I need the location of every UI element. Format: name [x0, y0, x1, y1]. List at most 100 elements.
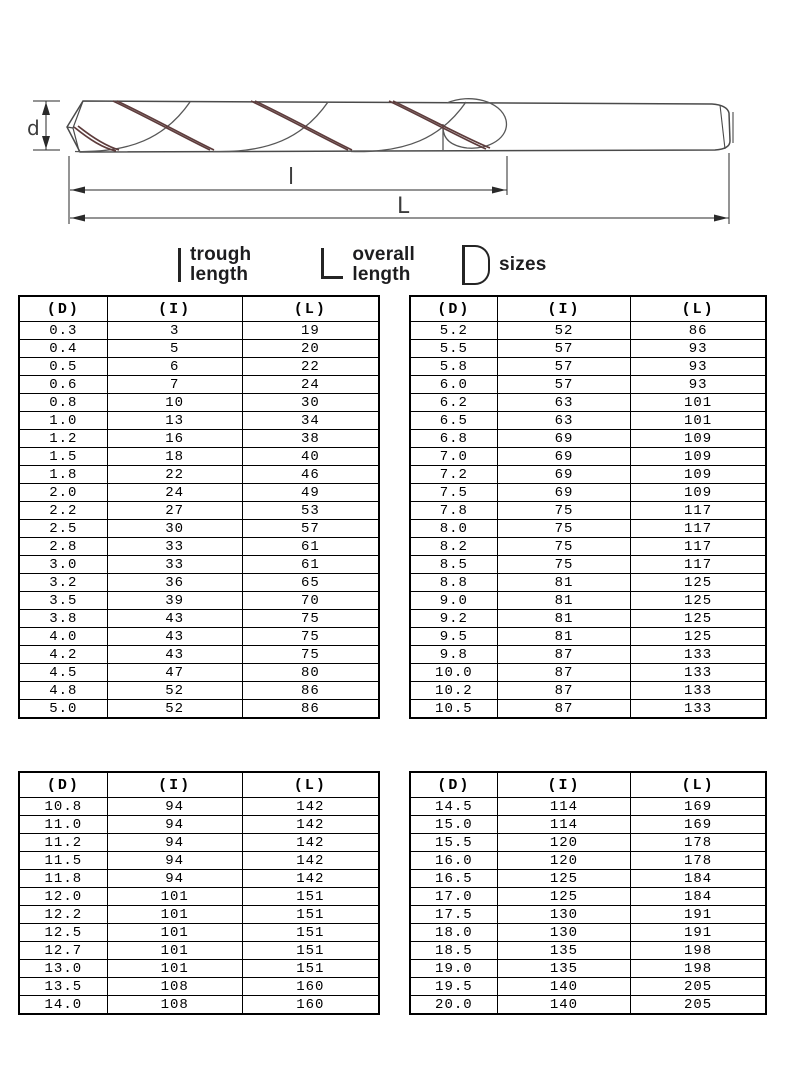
- table-row: 10.8 94 142: [18, 797, 380, 816]
- table-cell: 0.6: [18, 375, 108, 394]
- table-cell: 198: [630, 941, 767, 960]
- table-row: 14.5 114 169: [409, 797, 767, 816]
- table-header-row: (D) (I) (L): [409, 771, 767, 798]
- table-row: 2.0 24 49: [18, 483, 380, 502]
- table-cell: 61: [241, 537, 380, 556]
- table-row: 7.0 69 109: [409, 447, 767, 466]
- table-row: 1.5 18 40: [18, 447, 380, 466]
- table-cell: 39: [106, 591, 243, 610]
- table-cell: 22: [241, 357, 380, 376]
- table-cell: 2.8: [18, 537, 108, 556]
- table-cell: 16.5: [409, 869, 498, 888]
- table-cell: 11.2: [18, 833, 108, 852]
- table-cell: 47: [106, 663, 243, 682]
- table-row: 0.4 5 20: [18, 339, 380, 358]
- table-cell: 75: [496, 501, 632, 520]
- table-row: 4.2 43 75: [18, 645, 380, 664]
- table-cell: 8.2: [409, 537, 498, 556]
- table-cell: 75: [496, 519, 632, 538]
- table-cell: 93: [630, 375, 767, 394]
- table-cell: 52: [106, 699, 243, 719]
- table-cell: 114: [496, 815, 632, 834]
- table-cell: 140: [496, 995, 632, 1015]
- dimension-label-l: l: [288, 165, 294, 190]
- table-cell: 19: [241, 321, 380, 340]
- table-cell: 101: [106, 923, 243, 942]
- table-row: 9.5 81 125: [409, 627, 767, 646]
- table-row: 2.5 30 57: [18, 519, 380, 538]
- table-cell: 81: [496, 627, 632, 646]
- table-cell: 61: [241, 555, 380, 574]
- column-header-d: (D): [18, 771, 108, 798]
- table-row: 5.2 52 86: [409, 321, 767, 340]
- table-row: 6.2 63 101: [409, 393, 767, 412]
- table-row: 10.2 87 133: [409, 681, 767, 700]
- table-cell: 6.2: [409, 393, 498, 412]
- table-cell: 0.5: [18, 357, 108, 376]
- table-cell: 142: [241, 797, 380, 816]
- table-row: 4.5 47 80: [18, 663, 380, 682]
- table-header-row: (D) (I) (L): [18, 771, 380, 798]
- table-cell: 135: [496, 941, 632, 960]
- table-header-row: (D) (I) (L): [18, 295, 380, 322]
- table-row: 4.0 43 75: [18, 627, 380, 646]
- table-row: 19.5 140 205: [409, 977, 767, 996]
- table-row: 11.8 94 142: [18, 869, 380, 888]
- column-header-i: (I): [106, 295, 243, 322]
- table-cell: 52: [106, 681, 243, 700]
- table-cell: 178: [630, 833, 767, 852]
- table-cell: 2.0: [18, 483, 108, 502]
- table-cell: 94: [106, 833, 243, 852]
- table-cell: 75: [241, 627, 380, 646]
- table-cell: 178: [630, 851, 767, 870]
- table-cell: 38: [241, 429, 380, 448]
- table-cell: 4.0: [18, 627, 108, 646]
- table-cell: 86: [241, 681, 380, 700]
- table-cell: 15.0: [409, 815, 498, 834]
- table-row: 7.5 69 109: [409, 483, 767, 502]
- table-cell: 18.0: [409, 923, 498, 942]
- dimension-arrowheads: [42, 102, 728, 222]
- table-cell: 7: [106, 375, 243, 394]
- table-row: 8.8 81 125: [409, 573, 767, 592]
- table-cell: 87: [496, 645, 632, 664]
- sizes-symbol-icon: [462, 245, 491, 285]
- table-row: 4.8 52 86: [18, 681, 380, 700]
- table-cell: 108: [106, 977, 243, 996]
- table-cell: 27: [106, 501, 243, 520]
- table-row: 17.0 125 184: [409, 887, 767, 906]
- table-cell: 184: [630, 887, 767, 906]
- table-cell: 20.0: [409, 995, 498, 1015]
- table-row: 2.2 27 53: [18, 501, 380, 520]
- table-cell: 6.0: [409, 375, 498, 394]
- legend-label-line1: sizes: [499, 254, 547, 276]
- table-cell: 17.5: [409, 905, 498, 924]
- table-cell: 142: [241, 815, 380, 834]
- table-cell: 140: [496, 977, 632, 996]
- table-cell: 94: [106, 851, 243, 870]
- table-row: 3.0 33 61: [18, 555, 380, 574]
- table-cell: 57: [496, 375, 632, 394]
- table-cell: 125: [630, 573, 767, 592]
- table-cell: 16.0: [409, 851, 498, 870]
- table-cell: 12.2: [18, 905, 108, 924]
- table-cell: 53: [241, 501, 380, 520]
- legend-label: overall length: [352, 245, 415, 285]
- table-cell: 101: [106, 941, 243, 960]
- table-row: 10.0 87 133: [409, 663, 767, 682]
- table-cell: 12.5: [18, 923, 108, 942]
- table-cell: 125: [630, 627, 767, 646]
- table-row: 13.0 101 151: [18, 959, 380, 978]
- overall-length-symbol-icon: [321, 247, 344, 279]
- legend-label-line1: overall: [352, 244, 416, 266]
- table-row: 16.0 120 178: [409, 851, 767, 870]
- table-cell: 18: [106, 447, 243, 466]
- table-cell: 101: [630, 393, 767, 412]
- column-header-d: (D): [409, 295, 498, 322]
- table-cell: 11.8: [18, 869, 108, 888]
- table-row: 5.8 57 93: [409, 357, 767, 376]
- table-cell: 151: [241, 941, 380, 960]
- table-cell: 69: [496, 447, 632, 466]
- table-cell: 0.4: [18, 339, 108, 358]
- dimension-label-L: L: [397, 194, 410, 219]
